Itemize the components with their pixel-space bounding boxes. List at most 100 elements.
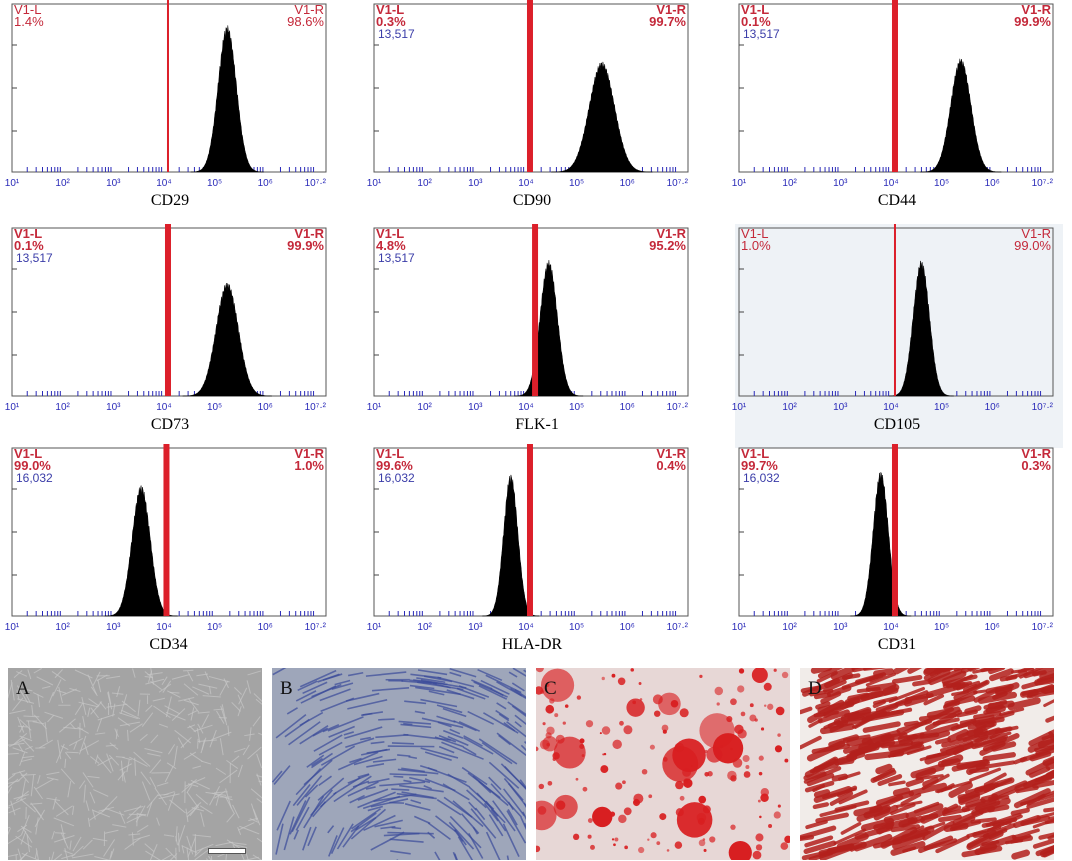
x-tick-label: 10¹ [367,402,382,413]
x-tick-label: 10³ [468,622,483,633]
left-percentage: 99.7% [741,458,778,473]
micrograph-texture [800,668,1054,860]
gate-left-label: V1-L [741,2,769,17]
x-tick-label: 10⁶ [985,622,1000,633]
x-tick-label: 10⁷·² [305,178,327,189]
x-tick-label: 10⁵ [207,622,222,633]
marker-label: CD34 [149,636,188,653]
micrograph-b: B [272,668,526,860]
x-tick-label: 10⁴ [883,178,898,189]
x-tick-label: 10⁷·² [1032,178,1054,189]
x-tick-label: 10⁷·² [305,622,327,633]
event-count: 16,032 [378,471,415,485]
micrograph-texture [8,668,262,860]
marker-label: HLA-DR [501,636,563,653]
x-tick-label: 10¹ [5,178,20,189]
histogram-plot: V1-L1.4% V1-R98.6% 10¹ 10² 10³ 10⁴ 10⁵ 10⁶ 10⁷·² [5,0,327,189]
scale-bar [208,848,246,854]
histogram-panel-cd31: V1-L 99.7% V1-R 0.3% 16,032 10¹ 10² 10³ 10⁴ 10⁵ 10… [732,444,1063,668]
x-tick-label: 10³ [833,402,848,413]
x-tick-label: 10² [55,622,70,633]
event-count: 13,517 [378,27,415,41]
right-percentage: 98.6% [287,14,324,29]
x-tick-label: 10⁴ [518,402,533,413]
gate-left-label: V1-L [14,446,42,461]
histogram-distribution [920,58,1002,173]
gate-line [893,224,896,396]
x-tick-label: 10⁴ [518,178,533,189]
histogram-plot: V1-L99.6% V1-R0.4% 16,032 10¹ 10² 10³ 10⁴ 10⁵ 10… [367,444,689,633]
right-percentage: 99.7% [649,14,686,29]
marker-label: CD105 [873,416,921,433]
gate-line [891,444,898,616]
left-percentage: 99.0% [14,458,51,473]
x-tick-label: 10⁶ [620,178,635,189]
micrograph-d: D [800,668,1054,860]
x-tick-label: 10² [782,178,797,189]
x-tick-label: 10² [782,402,797,413]
right-percentage: 0.4% [656,458,686,473]
x-tick-label: 10⁴ [883,622,898,633]
x-tick-label: 10² [782,622,797,633]
x-tick-label: 10⁶ [258,622,273,633]
histogram-panel-cd105: V1-L 1.0% V1-R 99.0% 10¹ 10² 10³ 10⁴ 10⁵ 10⁶ 10⁷·²… [732,224,1063,448]
gate-right-label: V1-R [656,446,686,461]
x-tick-label: 10⁶ [620,622,635,633]
gate-left-label: V1-L [14,2,41,17]
x-tick-label: 10⁶ [258,178,273,189]
right-percentage: 99.9% [287,238,324,253]
histogram-plot: V1-L4.8% V1-R95.2% 13,517 10¹ 10² 10³ 10⁴ 10⁵ 10… [367,224,689,413]
x-tick-label: 10⁵ [934,402,949,413]
panel-letter: B [280,678,293,699]
x-tick-label: 10⁵ [569,402,584,413]
gate-right-label: V1-R [1021,446,1051,461]
x-tick-label: 10³ [833,178,848,189]
x-tick-label: 10¹ [367,622,382,633]
x-tick-label: 10⁵ [569,622,584,633]
panel-letter: D [808,678,822,699]
x-tick-label: 10⁴ [156,402,171,413]
histogram-distribution [190,25,264,173]
left-percentage: 4.8% [376,238,406,253]
x-tick-label: 10⁵ [569,178,584,189]
left-percentage: 99.6% [376,458,413,473]
marker-label: CD73 [150,416,190,433]
right-percentage: 99.0% [1014,238,1051,253]
histogram-panel-cd29: V1-L 1.4% V1-R 98.6% 10¹ 10² 10³ 10⁴ 10⁵ 10⁶ 10⁷·²… [5,0,336,224]
right-percentage: 0.3% [1021,458,1051,473]
right-percentage: 95.2% [649,238,686,253]
x-tick-label: 10² [55,402,70,413]
x-tick-label: 10⁶ [985,178,1000,189]
gate-right-label: V1-R [294,2,324,17]
x-tick-label: 10⁶ [985,402,1000,413]
marker-label: CD29 [150,192,190,209]
histogram-plot: V1-L0.3% V1-R99.7% 13,517 10¹ 10² 10³ 10⁴ 10⁵ 10… [367,0,689,189]
x-tick-label: 10⁷·² [1032,402,1054,413]
x-tick-label: 10³ [106,178,121,189]
x-tick-label: 10⁴ [883,402,898,413]
x-tick-label: 10⁶ [258,402,273,413]
event-count: 16,032 [743,471,780,485]
gate-left-label: V1-L [376,446,404,461]
x-tick-label: 10¹ [732,178,747,189]
micrograph-texture [272,668,526,860]
panel-letter: C [544,678,557,699]
x-tick-label: 10⁴ [156,622,171,633]
x-tick-label: 10² [417,402,432,413]
gate-line [526,444,533,616]
x-tick-label: 10³ [106,402,121,413]
x-tick-label: 10¹ [732,622,747,633]
histogram-panel-cd44: V1-L 0.1% V1-R 99.9% 13,517 10¹ 10² 10³ 10⁴ 10⁵ 10… [732,0,1063,224]
x-tick-label: 10⁷·² [667,178,689,189]
x-tick-label: 10¹ [367,178,382,189]
x-tick-label: 10⁵ [207,178,222,189]
x-tick-label: 10⁴ [518,622,533,633]
marker-label: CD31 [877,636,917,653]
histogram-plot: V1-L0.1% V1-R99.9% 13,517 10¹ 10² 10³ 10⁴ 10⁵ 10… [5,224,327,413]
event-count: 13,517 [743,27,780,41]
gate-line [532,224,539,396]
marker-label: CD90 [512,192,552,209]
right-percentage: 99.9% [1014,14,1051,29]
x-tick-label: 10⁵ [934,622,949,633]
gate-left-label: V1-L [376,2,404,17]
